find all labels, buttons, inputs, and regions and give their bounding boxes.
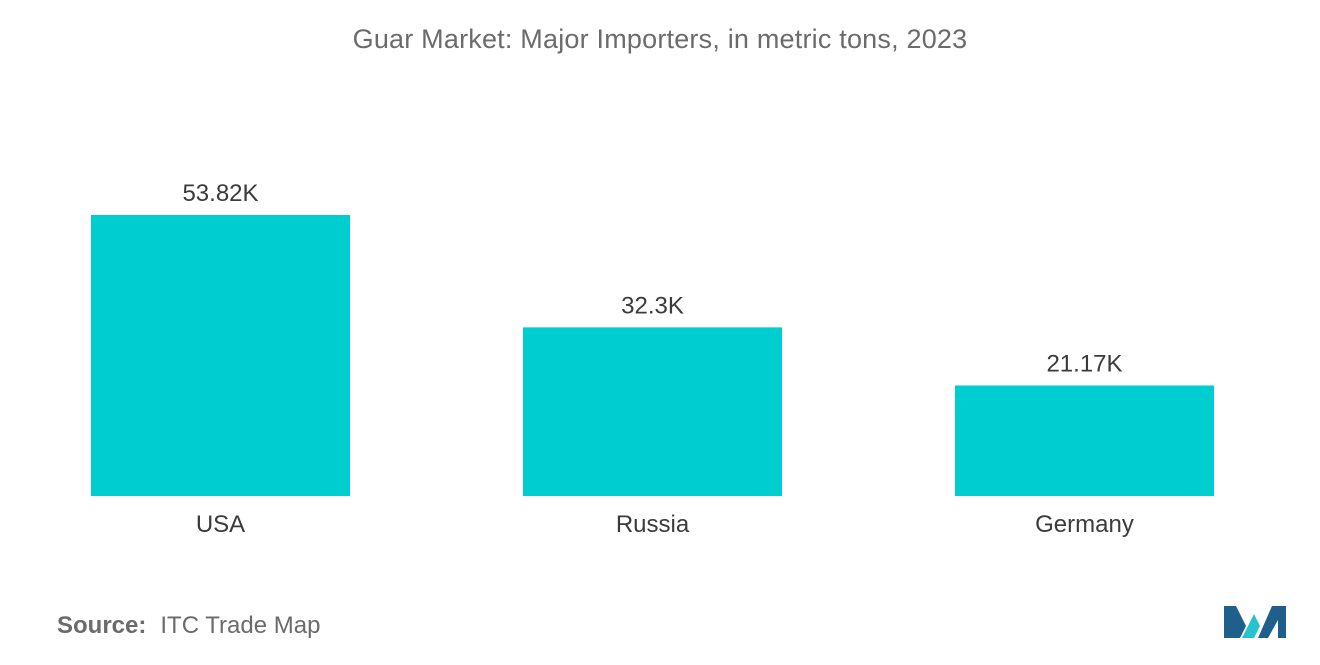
chart-title: Guar Market: Major Importers, in metric …: [352, 24, 968, 54]
category-label-usa: USA: [196, 511, 245, 538]
bar-usa: [91, 215, 350, 496]
source-line: Source: ITC Trade Map: [57, 612, 320, 640]
bar-russia: [523, 327, 782, 496]
source-text: ITC Trade Map: [160, 612, 321, 639]
value-label-usa: 53.82K: [182, 180, 258, 207]
bar-chart: 53.82K USA 32.3K Russia 21.17K Germany: [91, 180, 1214, 538]
logo-shape-right: [1258, 606, 1286, 638]
category-label-germany: Germany: [1035, 511, 1134, 538]
source-label: Source:: [57, 612, 147, 639]
logo-shape-left: [1224, 606, 1246, 638]
logo-shape-mid: [1242, 614, 1260, 638]
mordor-intelligence-logo-icon: [1224, 606, 1286, 638]
value-label-russia: 32.3K: [621, 292, 684, 319]
value-label-germany: 21.17K: [1046, 350, 1122, 377]
bar-germany: [955, 385, 1214, 496]
bars-layer: 53.82K USA 32.3K Russia 21.17K Germany: [91, 180, 1214, 538]
category-label-russia: Russia: [616, 511, 690, 538]
